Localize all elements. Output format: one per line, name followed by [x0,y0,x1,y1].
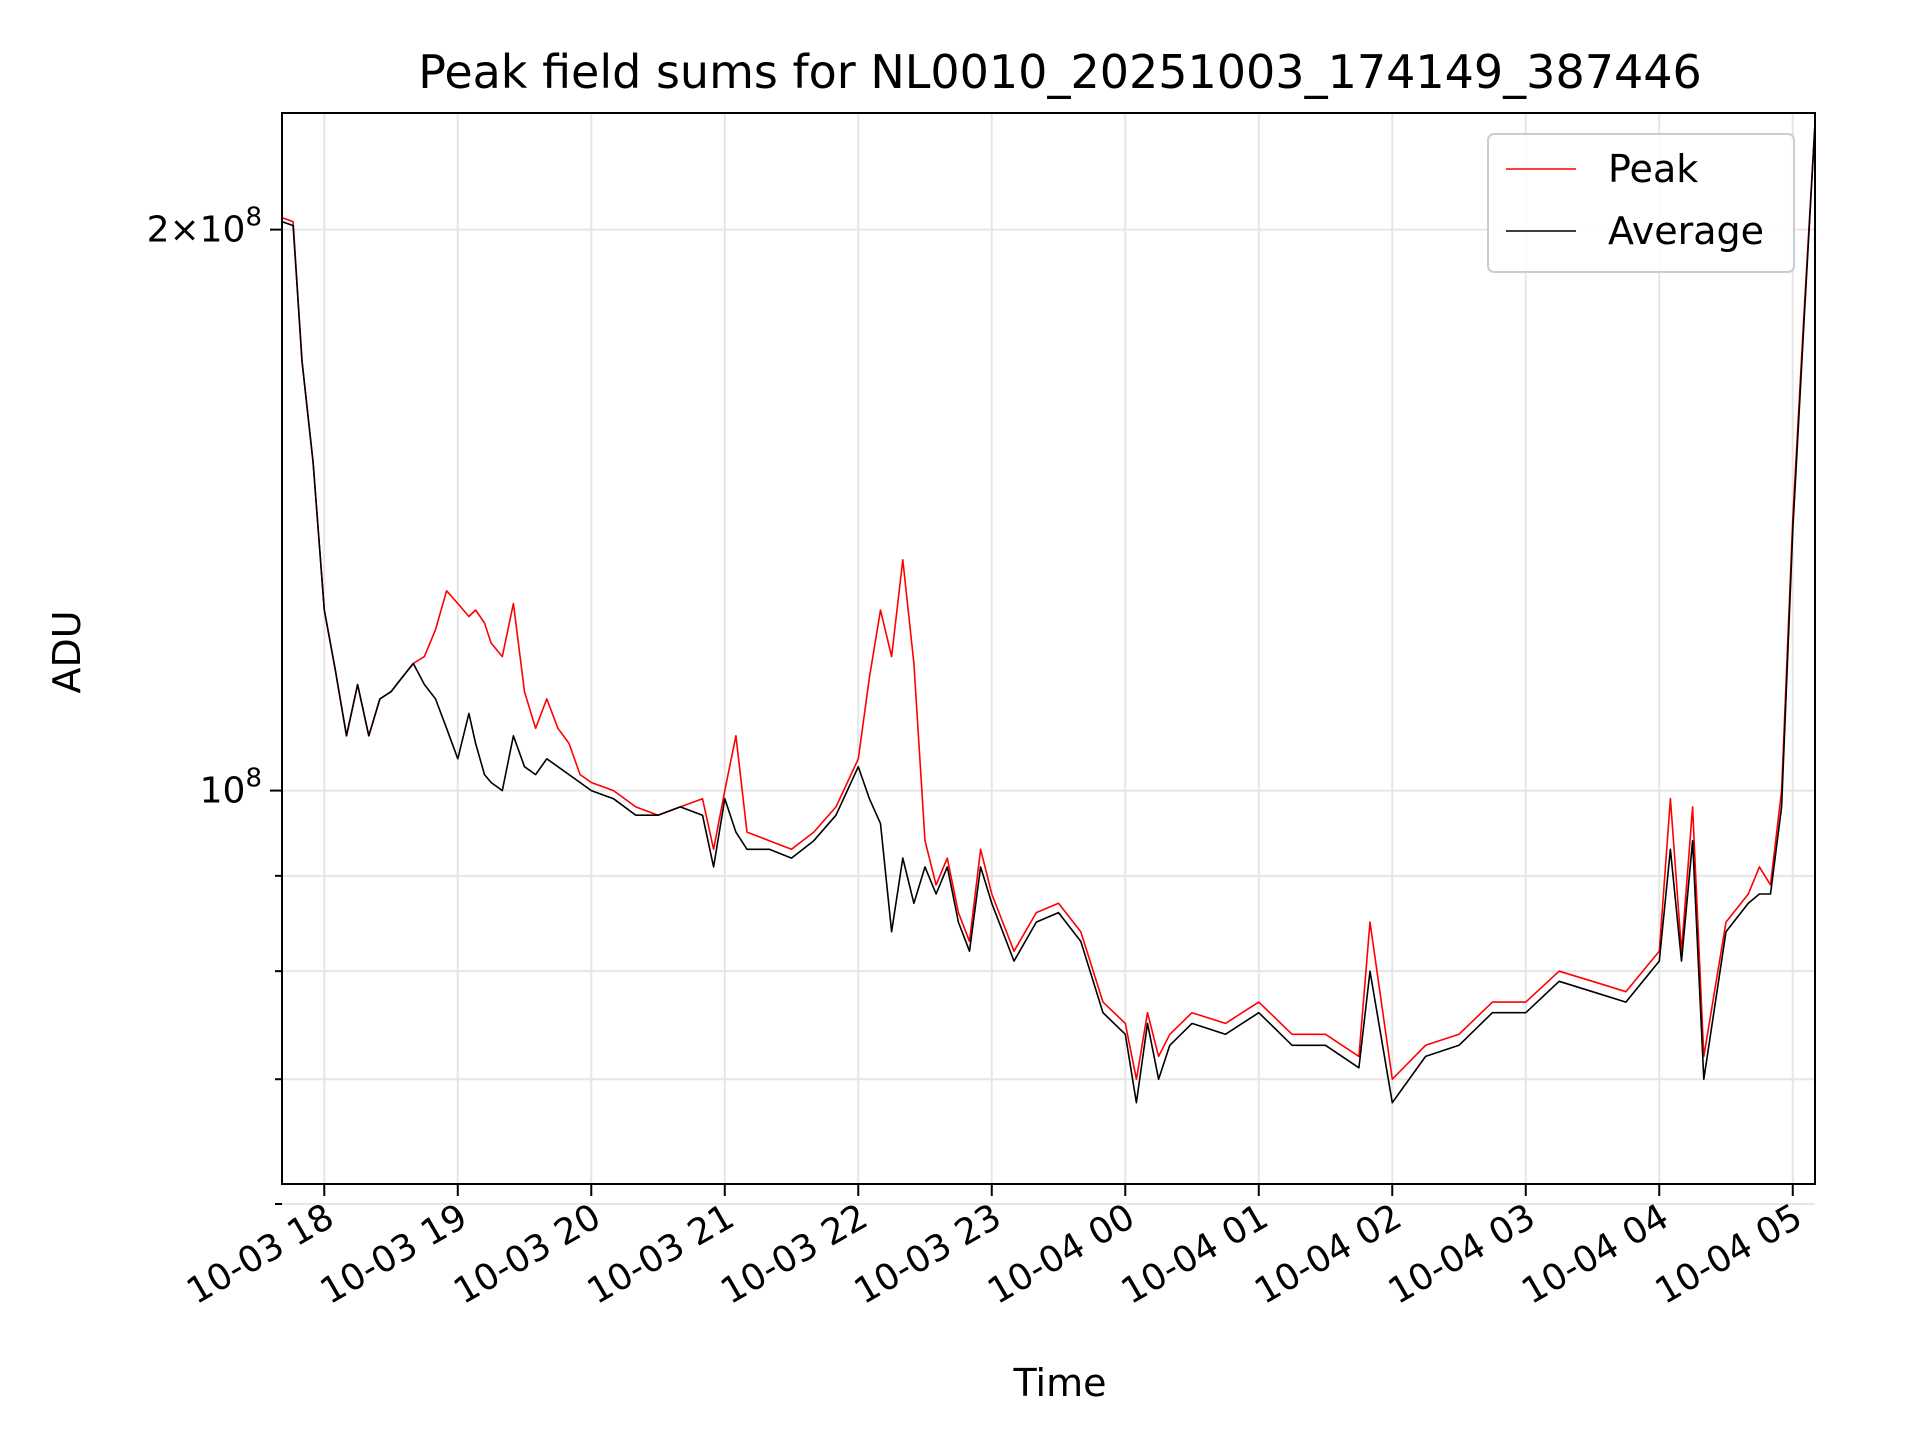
chart-title: Peak field sums for NL0010_20251003_1741… [418,45,1702,99]
legend: Peak Average [1487,133,1795,273]
plot-area [282,123,1815,1104]
series-line-peak [282,123,1815,1080]
series-line-average [282,123,1815,1104]
plot-frame [281,112,1816,1185]
y-tick-label: 108 [200,764,262,812]
grid [282,113,1815,1205]
y-tick-label: 2×108 [147,203,262,251]
legend-label-average: Average [1608,209,1764,253]
legend-label-peak: Peak [1608,147,1698,191]
y-axis-ticks: 108 2×108 [147,203,282,1205]
y-axis-label: ADU [45,610,89,693]
x-axis-label: Time [1013,1361,1107,1405]
